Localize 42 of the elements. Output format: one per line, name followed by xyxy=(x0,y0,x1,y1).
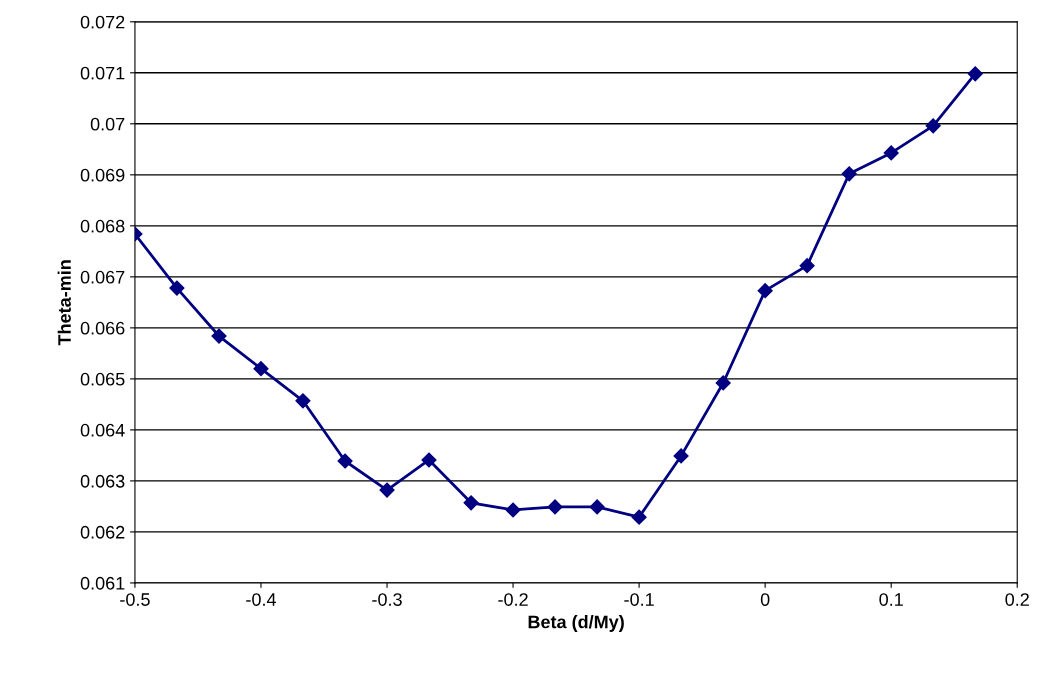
point xyxy=(799,258,815,274)
point xyxy=(547,499,563,515)
y-tick-label: 0.072 xyxy=(80,15,125,29)
x-tick-label: -0.1 xyxy=(624,593,654,606)
x-tick-label: -0.5 xyxy=(120,593,150,606)
y-tick-label: 0.068 xyxy=(80,219,125,233)
y-tick-label: 0.07 xyxy=(90,117,125,131)
x-tick-label: -0.3 xyxy=(372,593,402,606)
y-tick-label: 0.062 xyxy=(80,525,125,539)
x-tick-label: 0.1 xyxy=(879,593,903,606)
y-tick-label: 0.066 xyxy=(80,321,125,335)
x-axis-title: Beta (d/My) xyxy=(528,615,624,632)
y-tick-label: 0.065 xyxy=(80,372,125,386)
point xyxy=(169,280,185,296)
y-tick-label: 0.071 xyxy=(80,66,125,80)
point xyxy=(967,66,983,82)
x-tick-label: -0.2 xyxy=(498,593,528,606)
y-tick-label: 0.069 xyxy=(80,168,125,182)
y-tick-label: 0.067 xyxy=(80,270,125,284)
point xyxy=(421,452,437,468)
point xyxy=(463,495,479,511)
point xyxy=(757,283,773,299)
point xyxy=(379,482,395,498)
x-tick-label: 0.2 xyxy=(1005,593,1029,606)
point xyxy=(841,166,857,182)
y-tick-label: 0.061 xyxy=(80,576,125,590)
y-axis-title: Theta-min xyxy=(57,260,71,346)
point xyxy=(631,509,647,525)
point xyxy=(295,393,311,409)
point xyxy=(253,361,269,377)
x-tick-label: 0 xyxy=(760,593,770,606)
point xyxy=(883,145,899,161)
x-tick-label: -0.4 xyxy=(246,593,277,606)
y-tick-label: 0.064 xyxy=(80,423,125,437)
y-tick-label: 0.063 xyxy=(80,474,125,488)
point xyxy=(715,375,731,391)
point xyxy=(589,499,605,515)
point xyxy=(505,502,521,518)
point xyxy=(673,448,689,464)
point xyxy=(337,453,353,469)
point xyxy=(925,118,941,134)
point xyxy=(211,328,227,344)
